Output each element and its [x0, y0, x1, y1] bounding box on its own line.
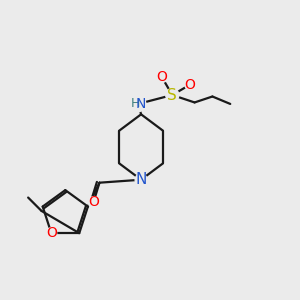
Circle shape	[157, 72, 167, 83]
Circle shape	[130, 96, 146, 112]
Text: O: O	[46, 226, 57, 240]
Circle shape	[88, 197, 99, 207]
Text: O: O	[88, 195, 99, 209]
Text: O: O	[185, 78, 196, 92]
Circle shape	[135, 174, 147, 186]
Text: N: N	[135, 172, 147, 187]
Circle shape	[185, 79, 196, 90]
Circle shape	[46, 228, 57, 238]
Text: H: H	[130, 98, 140, 110]
Text: S: S	[167, 88, 177, 103]
Circle shape	[166, 88, 179, 102]
Text: O: O	[157, 70, 167, 84]
Text: N: N	[136, 97, 146, 111]
